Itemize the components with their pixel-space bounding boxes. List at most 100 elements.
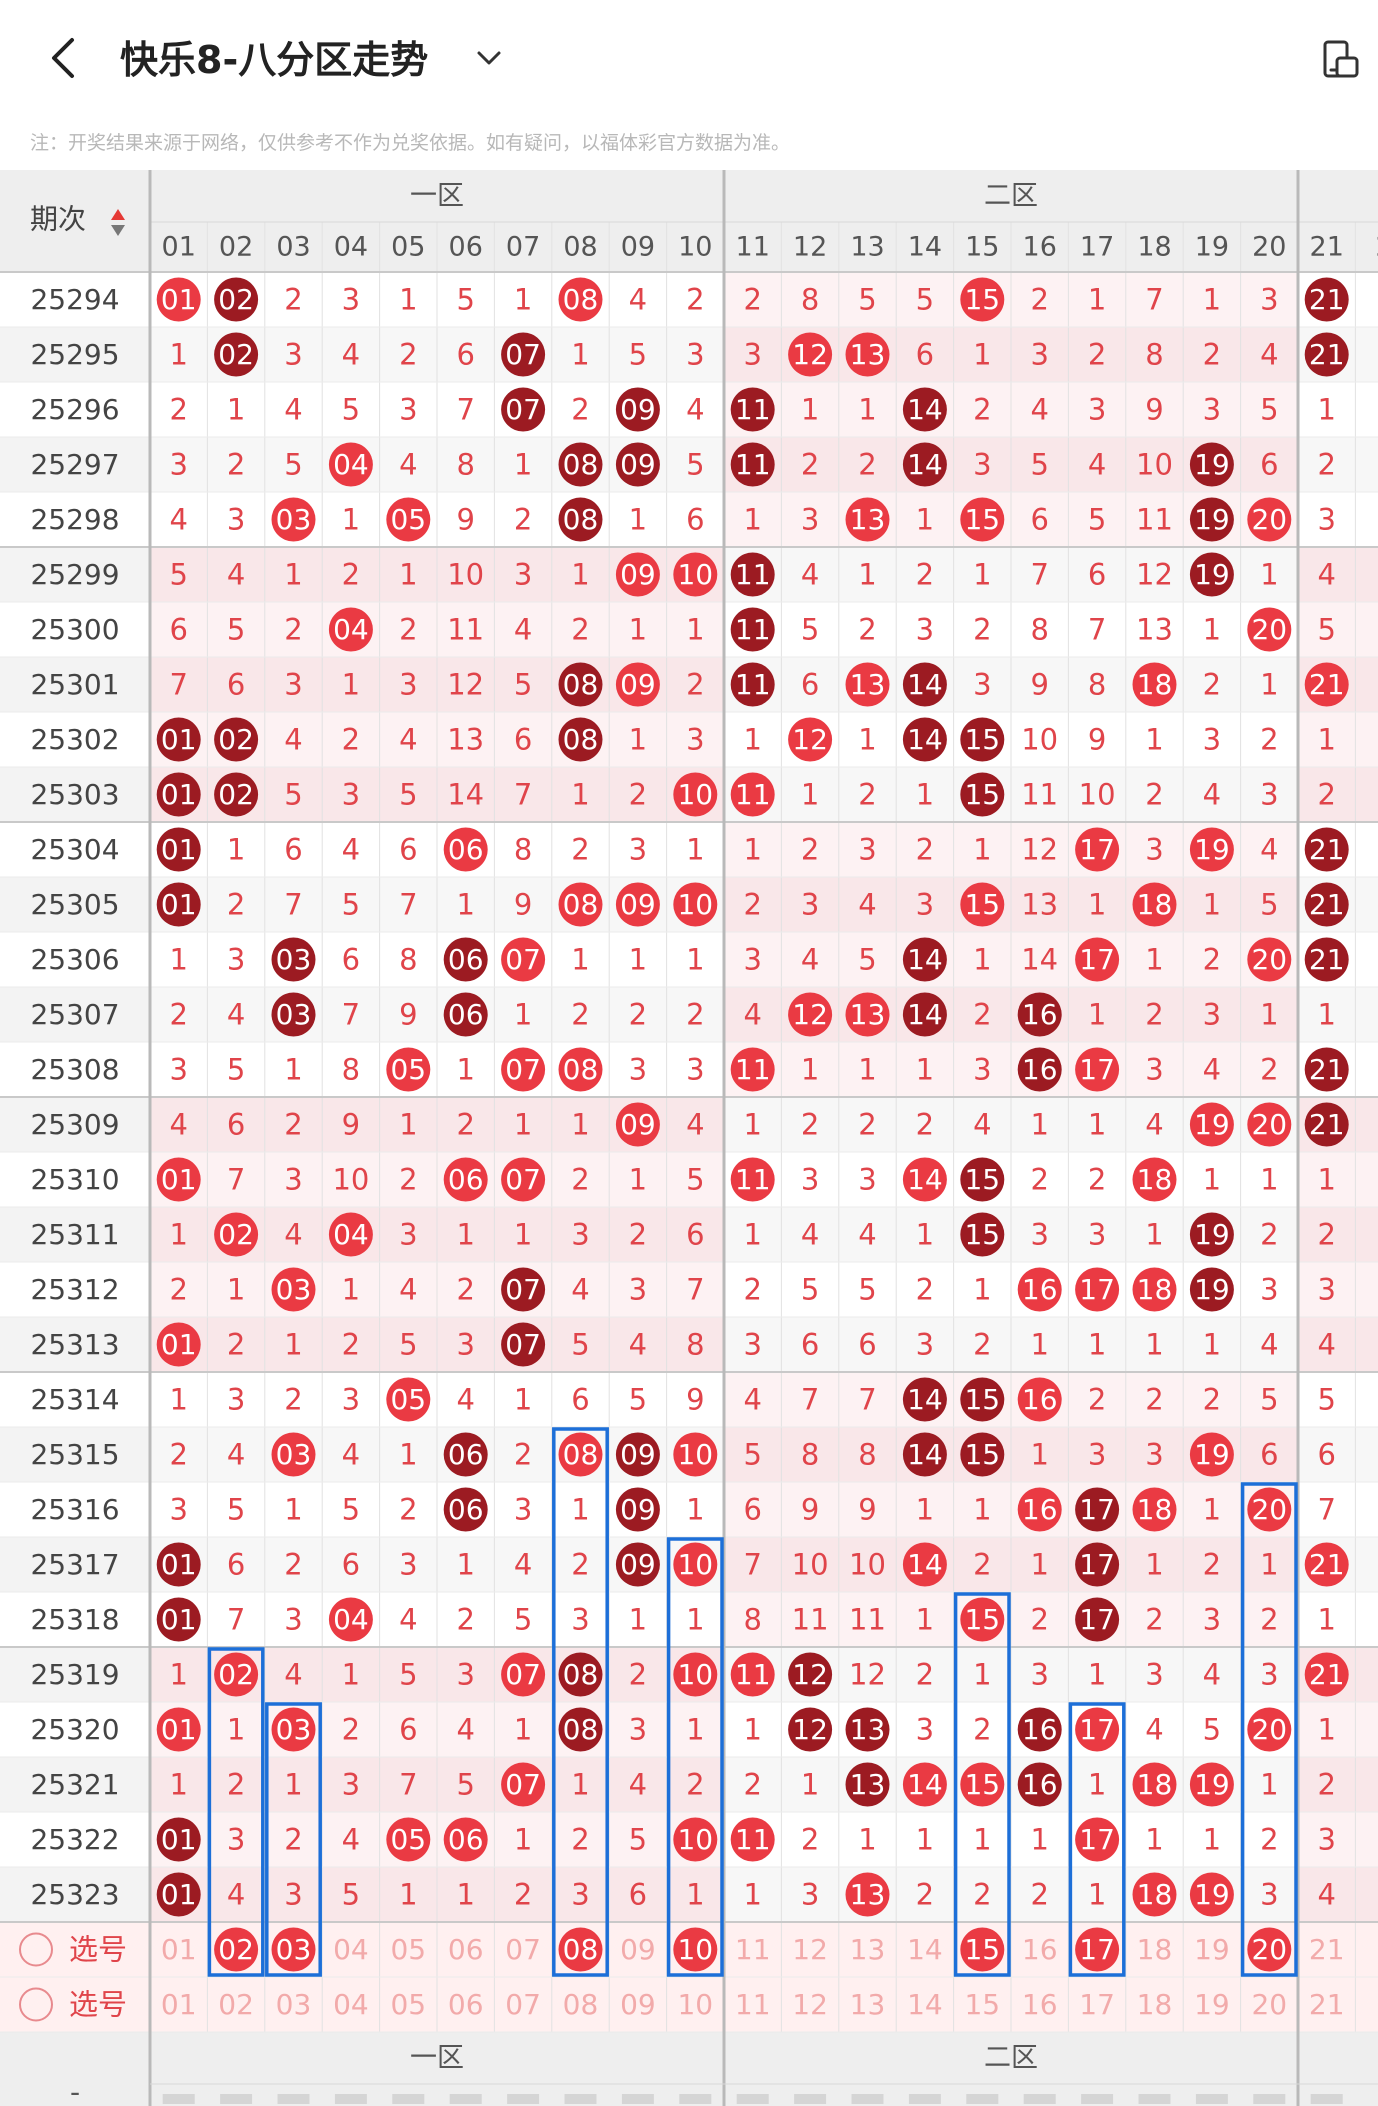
- miss-count: 2: [399, 338, 417, 372]
- miss-count: 1: [1203, 1823, 1221, 1857]
- miss-count: 1: [1260, 998, 1278, 1032]
- miss-count: 1: [227, 1273, 245, 1307]
- hit-ball: [902, 1377, 947, 1422]
- miss-count: 5: [342, 393, 360, 427]
- zone-title-footer: 二区: [984, 2043, 1038, 2074]
- miss-count: 3: [686, 723, 704, 757]
- hit-number: 01: [161, 1878, 197, 1911]
- pick-row-label[interactable]: 选号: [69, 1933, 127, 1967]
- pick-number[interactable]: 01: [161, 1933, 197, 1966]
- hit-ball: [1247, 497, 1292, 542]
- hit-ball: [615, 1542, 660, 1587]
- hit-ball: [730, 442, 775, 487]
- pick-ball-selected[interactable]: [1247, 1927, 1292, 1972]
- highlight-box: [207, 1647, 265, 1977]
- pick-number[interactable]: 19: [1194, 1988, 1230, 2021]
- pick-number[interactable]: 13: [850, 1988, 886, 2021]
- pick-number[interactable]: 17: [1079, 1988, 1115, 2021]
- pick-number[interactable]: 11: [735, 1933, 771, 1966]
- page-title[interactable]: 快乐8-八分区走势: [120, 38, 429, 82]
- pick-number[interactable]: 14: [907, 1988, 943, 2021]
- hit-ball: [960, 277, 1005, 322]
- pick-number[interactable]: 21: [1309, 1988, 1345, 2021]
- pick-number[interactable]: 02: [218, 1988, 254, 2021]
- pick-number[interactable]: 05: [390, 1933, 426, 1966]
- pick-number-selected[interactable]: 02: [218, 1933, 254, 1966]
- pick-number[interactable]: 16: [1022, 1933, 1058, 1966]
- sort-icon[interactable]: [111, 209, 125, 236]
- pick-number[interactable]: 14: [907, 1933, 943, 1966]
- pick-number[interactable]: 09: [620, 1988, 656, 2021]
- miss-count: 6: [227, 1548, 245, 1582]
- period-column-header[interactable]: 期次: [30, 203, 86, 236]
- pick-number[interactable]: 08: [563, 1988, 599, 2021]
- miss-count: 3: [1317, 1273, 1335, 1307]
- hit-number: 20: [1251, 1108, 1287, 1141]
- miss-count: 5: [284, 448, 302, 482]
- hit-number: 16: [1022, 1493, 1058, 1526]
- pick-number-selected[interactable]: 17: [1079, 1933, 1115, 1966]
- pick-radio-icon[interactable]: [19, 1932, 53, 1967]
- pick-number[interactable]: 21: [1309, 1933, 1345, 1966]
- hit-number: 15: [964, 503, 1000, 536]
- miss-count: 3: [514, 1493, 532, 1527]
- pick-number-selected[interactable]: 03: [276, 1933, 312, 1966]
- pick-number[interactable]: 15: [964, 1988, 1000, 2021]
- pick-ball-selected[interactable]: [271, 1927, 316, 1972]
- miss-count: 3: [743, 338, 761, 372]
- device-toggle-button[interactable]: [1318, 36, 1364, 86]
- pick-number[interactable]: 06: [448, 1933, 484, 1966]
- hit-ball: [443, 827, 488, 872]
- pick-number[interactable]: 12: [792, 1933, 828, 1966]
- pick-number[interactable]: 07: [505, 1933, 541, 1966]
- pick-number-selected[interactable]: 20: [1251, 1933, 1287, 1966]
- title-dropdown-button[interactable]: [472, 38, 506, 82]
- hit-ball: [845, 497, 890, 542]
- miss-count: 2: [571, 833, 589, 867]
- hit-ball: [1189, 552, 1234, 597]
- hit-ball: [1189, 827, 1234, 872]
- back-button[interactable]: [40, 30, 86, 90]
- pick-number[interactable]: 18: [1137, 1933, 1173, 1966]
- pick-number[interactable]: 12: [792, 1988, 828, 2021]
- pick-number[interactable]: 07: [505, 1988, 541, 2021]
- pick-number[interactable]: 11: [735, 1988, 771, 2021]
- pick-number[interactable]: 18: [1137, 1988, 1173, 2021]
- pick-ball-selected[interactable]: [1075, 1927, 1120, 1972]
- pick-number[interactable]: 10: [677, 1988, 713, 2021]
- pick-number-selected[interactable]: 10: [677, 1933, 713, 1966]
- miss-count: 2: [743, 1273, 761, 1307]
- miss-count: 4: [1203, 1053, 1221, 1087]
- pick-ball-selected[interactable]: [960, 1927, 1005, 1972]
- pick-number[interactable]: 09: [620, 1933, 656, 1966]
- miss-count: 3: [858, 1163, 876, 1197]
- pick-number[interactable]: 05: [390, 1988, 426, 2021]
- pick-ball-selected[interactable]: [558, 1927, 603, 1972]
- pick-radio-icon[interactable]: [19, 1987, 53, 2022]
- pick-number[interactable]: 06: [448, 1988, 484, 2021]
- pick-number-selected[interactable]: 08: [563, 1933, 599, 1966]
- hit-ball: [1075, 1267, 1120, 1312]
- hit-number: 11: [735, 1823, 771, 1856]
- pick-ball-selected[interactable]: [214, 1927, 259, 1972]
- miss-count: 10: [1079, 778, 1116, 812]
- hit-number: 11: [735, 1163, 771, 1196]
- miss-count: 1: [571, 778, 589, 812]
- zone-band-bg: [1298, 1867, 1378, 1922]
- pick-number[interactable]: 13: [850, 1933, 886, 1966]
- miss-count: 7: [456, 393, 474, 427]
- hit-ball: [960, 882, 1005, 927]
- pick-number[interactable]: 19: [1194, 1933, 1230, 1966]
- miss-count: 4: [801, 558, 819, 592]
- pick-ball-selected[interactable]: [673, 1927, 718, 1972]
- pick-row-label[interactable]: 选号: [69, 1988, 127, 2022]
- pick-number[interactable]: 20: [1251, 1988, 1287, 2021]
- pick-number-selected[interactable]: 15: [964, 1933, 1000, 1966]
- miss-count: 2: [571, 613, 589, 647]
- pick-number[interactable]: 01: [161, 1988, 197, 2021]
- pick-number[interactable]: 04: [333, 1933, 369, 1966]
- pick-number[interactable]: 03: [276, 1988, 312, 2021]
- pick-number[interactable]: 16: [1022, 1988, 1058, 2021]
- pick-number[interactable]: 04: [333, 1988, 369, 2021]
- miss-count: 5: [1260, 888, 1278, 922]
